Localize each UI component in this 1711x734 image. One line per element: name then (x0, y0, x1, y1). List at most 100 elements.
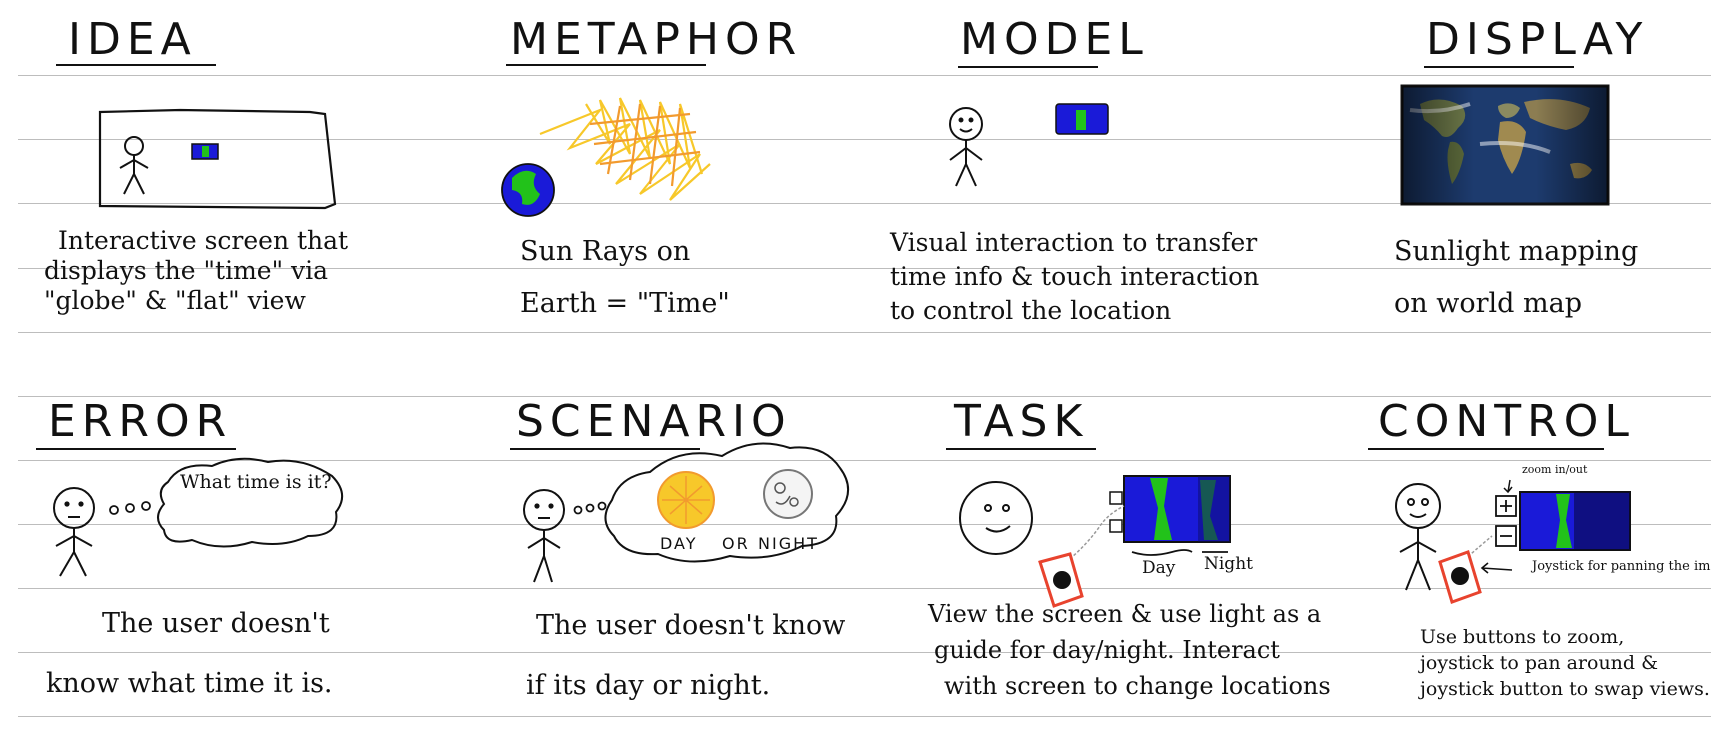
scenario-caption: The user doesn't know if its day or nigh… (526, 596, 845, 716)
scenario-panel: SCENARIO DAY OR NIGHT The user does (490, 396, 910, 726)
ruled-line (18, 203, 1711, 204)
zoom-out-button-icon (1495, 525, 1517, 547)
error-panel: ERROR What time is it? The user doesn't … (36, 396, 460, 726)
caption-line: Earth = "Time" (520, 288, 730, 319)
task-caption: View the screen & use light as a guide f… (928, 596, 1331, 704)
mini-earth-screen-icon (191, 143, 219, 160)
caption-line: time info & touch interaction (890, 262, 1260, 291)
sun-rays-shape (539, 97, 711, 201)
caption-line: Use buttons to zoom, (1420, 626, 1625, 648)
error-title-underline (36, 448, 236, 450)
idea-sketch (98, 108, 337, 210)
screen-map-icon (1519, 491, 1631, 551)
caption-line: Visual interaction to transfer (890, 228, 1258, 257)
idea-panel: IDEA Interactive screen that displays th… (40, 14, 460, 344)
caption-line: "globe" & "flat" view (44, 286, 306, 315)
control-panel: CONTROL zoom in/o (1360, 396, 1711, 726)
day-label: Day (1142, 558, 1176, 578)
moon-icon (763, 469, 813, 519)
caption-line: on world map (1394, 288, 1582, 319)
metaphor-title-underline (506, 64, 706, 66)
control-sketch (1395, 479, 1631, 604)
joystick-icon (1438, 550, 1482, 604)
ruled-line (18, 139, 1711, 140)
ruled-line (18, 460, 1711, 461)
zoom-buttons-icon (1109, 491, 1123, 533)
joystick-cable-shape (1065, 505, 1125, 563)
idea-title: IDEA (68, 14, 197, 65)
bubble-line: is it? (285, 471, 332, 493)
night-label: NIGHT (758, 534, 819, 553)
scenario-title: SCENARIO (516, 396, 792, 447)
day-range-underline (1131, 549, 1193, 556)
caption-line: View the screen & use light as a (928, 600, 1322, 628)
joystick-note-line: panning the image (1610, 559, 1711, 574)
screen-frame-shape (98, 108, 337, 210)
task-sketch (959, 475, 1231, 608)
metaphor-caption: Sun Rays on Earth = "Time" (520, 226, 730, 330)
smiling-face-icon (959, 481, 1033, 555)
bubble-text: What time is it? (180, 470, 332, 494)
or-label: OR (722, 534, 750, 553)
ruled-line (18, 396, 1711, 397)
model-title: MODEL (960, 14, 1149, 65)
zoom-arrow-icon (1503, 479, 1513, 494)
display-title-underline (1424, 66, 1574, 68)
task-title: TASK (954, 396, 1089, 447)
ruled-line (18, 652, 1711, 653)
control-title: CONTROL (1378, 396, 1635, 447)
caption-line: joystick to pan around & (1420, 652, 1659, 674)
task-panel: TASK Day Night View the screen & use lig… (910, 396, 1331, 726)
confused-stick-figure-icon (53, 487, 95, 577)
thought-bubble-shape (604, 442, 849, 563)
stick-figure-icon (119, 136, 149, 195)
ruled-line (18, 524, 1711, 525)
display-panel: DISPLAY Sunlight mapping on world map (1380, 14, 1711, 344)
earth-screen-icon (1055, 103, 1109, 135)
earth-icon (501, 163, 555, 217)
display-title: DISPLAY (1426, 14, 1649, 65)
display-caption: Sunlight mapping on world map (1394, 226, 1638, 330)
world-map-image (1400, 84, 1610, 206)
caption-line: Sun Rays on (520, 236, 691, 267)
joystick-note: Joystick for panning the image (1518, 558, 1711, 576)
caption-line: Interactive screen that (58, 226, 349, 255)
zoom-note-line: in/out (1554, 463, 1588, 476)
thought-bubble-shape (157, 457, 343, 548)
error-caption: The user doesn't know what time it is. (46, 594, 333, 714)
zoom-note-line: zoom (1522, 463, 1552, 476)
display-sketch (1400, 84, 1610, 206)
bubble-line: What time (180, 471, 280, 493)
metaphor-title: METAPHOR (510, 14, 803, 65)
caption-line: Sunlight mapping (1394, 236, 1639, 267)
task-title-underline (946, 448, 1096, 450)
stick-figure-icon (523, 489, 565, 583)
caption-line: if its day or night. (526, 670, 771, 701)
caption-line: The user doesn't know (536, 610, 846, 641)
caption-line: know what time it is. (46, 668, 333, 699)
caption-line: to control the location (890, 296, 1172, 325)
idea-caption: Interactive screen that displays the "ti… (44, 226, 348, 316)
model-panel: MODEL Visual interaction to transfer tim… (880, 14, 1300, 344)
caption-line: displays the "time" via (44, 256, 329, 285)
caption-line: guide for day/night. Interact (934, 636, 1280, 664)
thought-dots-icon (573, 501, 607, 515)
scenario-sketch (523, 442, 849, 583)
model-title-underline (958, 66, 1098, 68)
error-title: ERROR (48, 396, 233, 447)
error-sketch (53, 457, 343, 577)
night-label: Night (1204, 554, 1253, 574)
scenario-title-underline (510, 448, 700, 450)
joystick-pointer-arrow-icon (1480, 562, 1513, 574)
sun-icon (657, 471, 715, 529)
model-sketch (949, 103, 1109, 187)
caption-line: with screen to change locations (944, 672, 1331, 700)
ruled-line (18, 75, 1711, 76)
zoom-in-button-icon (1495, 495, 1517, 517)
control-title-underline (1368, 448, 1604, 450)
zoom-note: zoom in/out (1522, 464, 1587, 476)
ruled-line (18, 588, 1711, 589)
caption-line: joystick button to swap views. (1420, 678, 1710, 700)
stick-figure-icon (1395, 483, 1441, 591)
idea-title-underline (56, 64, 216, 66)
